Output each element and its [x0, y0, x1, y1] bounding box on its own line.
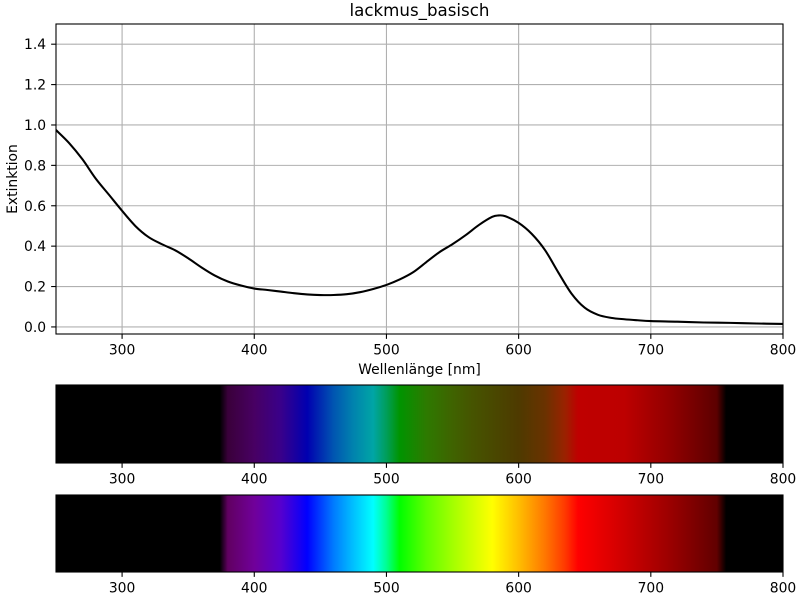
y-tick-label: 1.2: [24, 78, 46, 94]
extinction-plot: 300 400 500 600 700 800 0.0 0.2 0.4 0.6 0.8 1.0 1.2 1…: [24, 23, 796, 359]
x-tick-label: 300: [109, 343, 135, 359]
full-spectrum-strip: 300 400 500 600 700 800: [55, 494, 796, 597]
x-tick-label: 600: [505, 472, 531, 488]
plot-frame: [55, 23, 784, 335]
x-tick-label: 700: [638, 581, 664, 597]
x-tick-label: 700: [638, 343, 664, 359]
x-tick-label: 800: [770, 343, 796, 359]
y-tick-label: 0.4: [24, 239, 46, 255]
spectrum-color-band: [56, 495, 783, 572]
x-tick-label: 600: [505, 343, 531, 359]
chart-title: lackmus_basisch: [350, 1, 490, 21]
x-tick-label: 800: [770, 472, 796, 488]
x-tick-label: 500: [373, 472, 399, 488]
x-tick-label: 400: [241, 472, 267, 488]
series-line: [56, 128, 783, 325]
x-tick-label: 400: [241, 581, 267, 597]
x-tick-label: 300: [109, 581, 135, 597]
y-tick-label: 0.6: [24, 199, 46, 215]
x-tick-label: 700: [638, 472, 664, 488]
y-tick-label: 0.0: [24, 320, 46, 336]
y-tick-label: 0.2: [24, 280, 46, 296]
x-tick-label: 500: [373, 343, 399, 359]
y-tick-label: 0.8: [24, 158, 46, 174]
transmitted-spectrum-strip: 300 400 500 600 700 800: [55, 384, 796, 488]
spectrum-color-band: [56, 385, 783, 463]
x-tick-label: 300: [109, 472, 135, 488]
y-tick-label: 1.4: [24, 37, 46, 53]
x-tick-label: 500: [373, 581, 399, 597]
strip-frame: [55, 494, 784, 573]
y-axis-label: Extinktion: [5, 144, 21, 214]
x-axis-label: Wellenlänge [nm]: [358, 362, 481, 378]
x-tick-label: 600: [505, 581, 531, 597]
x-tick-label: 800: [770, 581, 796, 597]
x-tick-label: 400: [241, 343, 267, 359]
strip-frame: [55, 384, 784, 464]
y-tick-label: 1.0: [24, 118, 46, 134]
